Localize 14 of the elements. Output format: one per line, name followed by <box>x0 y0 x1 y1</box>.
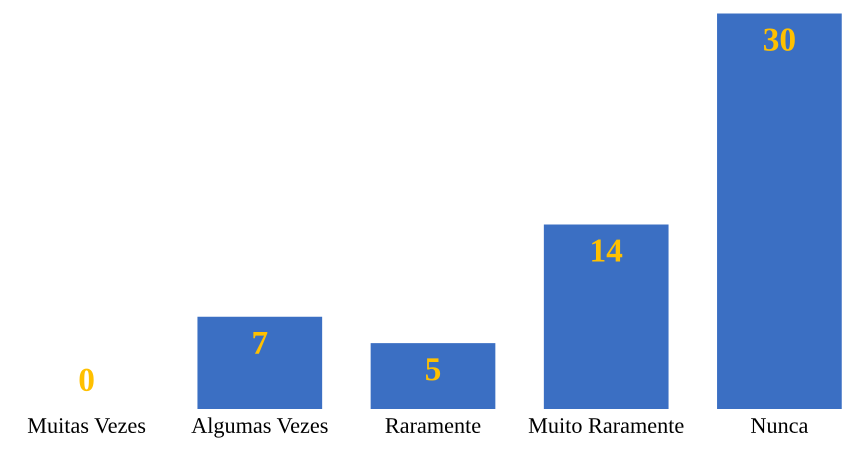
data-label: 5 <box>426 358 440 380</box>
bar <box>717 14 842 410</box>
bar <box>197 316 322 410</box>
x-tick-label: Muito Raramente <box>528 418 684 434</box>
data-label: 0 <box>80 368 94 392</box>
x-tick-label: Nunca <box>751 418 808 434</box>
bar <box>544 224 669 410</box>
bar <box>370 343 496 410</box>
x-tick-label: Muitas Vezes <box>28 418 146 434</box>
x-tick-label: Algumas Vezes <box>191 417 328 438</box>
data-label: 7 <box>253 332 268 354</box>
data-label: 30 <box>764 28 795 51</box>
data-label: 14 <box>592 240 622 262</box>
x-tick-label: Raramente <box>386 418 480 434</box>
